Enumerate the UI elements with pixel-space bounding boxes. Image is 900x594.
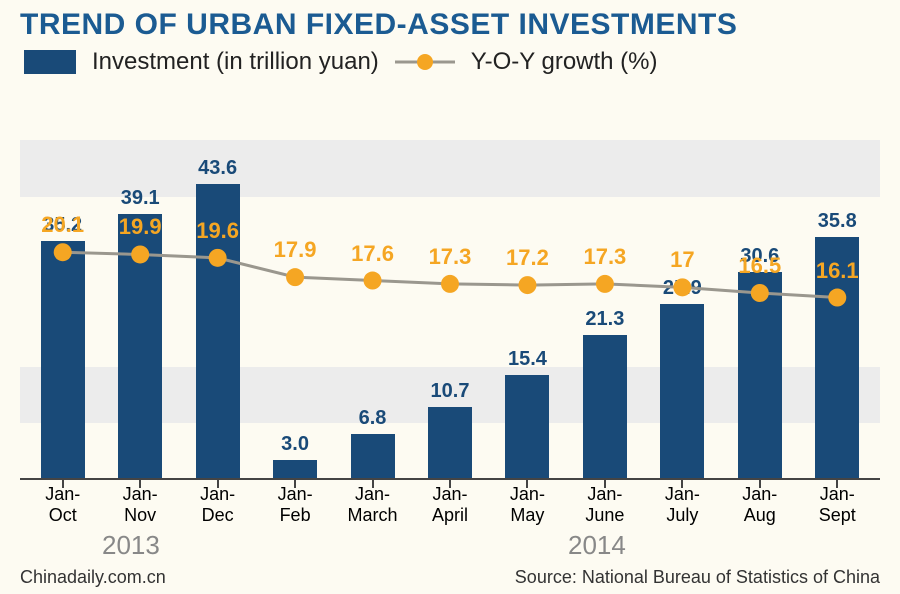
line-marker <box>54 243 72 261</box>
line-marker <box>596 275 614 293</box>
legend: Investment (in trillion yuan) Y-O-Y grow… <box>24 48 658 76</box>
footer-source-left: Chinadaily.com.cn <box>20 567 166 588</box>
x-axis-label: Jan-Feb <box>259 484 331 525</box>
legend-line-label: Y-O-Y growth (%) <box>471 48 658 76</box>
year-2014: 2014 <box>568 530 626 561</box>
footer-source-right: Source: National Bureau of Statistics of… <box>515 567 880 588</box>
x-axis-label: Jan-May <box>491 484 563 525</box>
x-axis-label: Jan-Oct <box>27 484 99 525</box>
x-axis-label: Jan-Aug <box>724 484 796 525</box>
legend-bar-label: Investment (in trillion yuan) <box>92 48 379 76</box>
chart-title: TREND OF URBAN FIXED-ASSET INVESTMENTS <box>20 8 737 42</box>
line-marker <box>209 249 227 267</box>
line-marker <box>518 276 536 294</box>
line-marker <box>751 284 769 302</box>
x-axis-label: Jan-April <box>414 484 486 525</box>
line-marker <box>286 268 304 286</box>
line-marker <box>364 272 382 290</box>
year-labels: 2013 2014 <box>20 530 880 566</box>
x-axis-label: Jan-March <box>337 484 409 525</box>
x-axis-label: Jan-Nov <box>104 484 176 525</box>
line-marker <box>673 278 691 296</box>
line-marker <box>131 245 149 263</box>
x-axis-label: Jan-June <box>569 484 641 525</box>
legend-line-swatch <box>395 50 455 74</box>
x-axis-label: Jan-Dec <box>182 484 254 525</box>
chart-card: TREND OF URBAN FIXED-ASSET INVESTMENTS I… <box>0 0 900 594</box>
x-labels: Jan-OctJan-NovJan-DecJan-FebJan-MarchJan… <box>20 484 880 525</box>
x-axis-label: Jan-Sept <box>801 484 873 525</box>
line-marker <box>828 289 846 307</box>
line-overlay <box>20 140 880 480</box>
x-axis-label: Jan-July <box>646 484 718 525</box>
legend-bar-swatch <box>24 50 76 74</box>
chart-area: 35.220.139.119.943.619.63.017.96.817.610… <box>20 140 880 480</box>
year-2013: 2013 <box>102 530 160 561</box>
line-marker <box>441 275 459 293</box>
